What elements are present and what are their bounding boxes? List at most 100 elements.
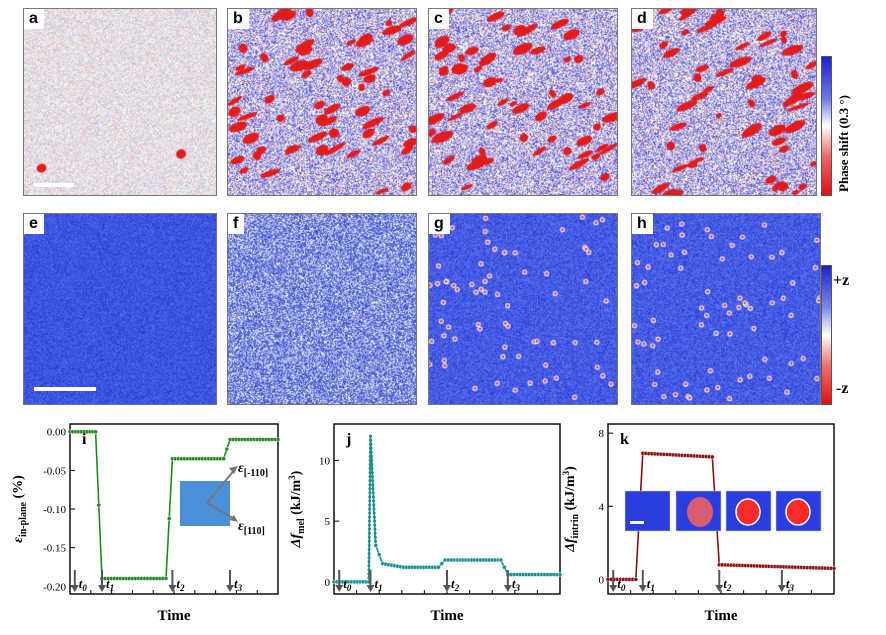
data-point [368,479,372,483]
data-point [463,557,468,563]
data-point [215,456,220,461]
data-point [96,502,102,508]
data-point [133,576,138,581]
data-point [84,429,90,434]
data-point [367,523,371,527]
data-point [752,563,757,569]
data-point [551,572,557,577]
data-point [495,557,501,563]
data-point [145,576,150,581]
data-point [111,576,117,581]
data-point [368,454,372,458]
data-point [371,483,375,487]
data-point [498,557,504,563]
data-point [439,561,444,566]
data-point [191,456,196,461]
data-point [368,515,372,519]
data-point [374,543,378,547]
data-point [373,527,377,531]
data-point [673,452,679,458]
data-point [67,429,73,434]
data-point [605,577,611,582]
y-tick-label: 4 [599,501,605,513]
data-point [508,572,514,577]
panel-label-k: k [620,431,629,448]
data-point [511,572,517,577]
data-point [367,535,371,539]
data-point [808,565,813,570]
data-point [254,437,260,442]
data-point [102,576,108,581]
data-point [710,454,715,460]
data-point [163,576,169,581]
data-point [357,579,363,585]
data-point [633,577,639,582]
data-point [533,572,538,577]
data-point [130,576,135,581]
data-point [367,543,371,547]
data-point [368,467,372,471]
data-point [380,561,385,566]
data-point [410,565,415,570]
data-point [717,562,722,567]
data-point [209,456,214,461]
z-colorbar-bottom-label: -z [836,380,849,397]
data-point [352,579,357,585]
data-point [367,552,371,556]
time-marker-label: t0 [617,576,626,593]
data-point [737,563,742,568]
y-tick-label: 5 [325,516,331,528]
data-point [227,437,233,442]
phase-colorbar [821,56,832,196]
data-point [368,487,372,491]
data-point [148,576,153,581]
time-arrow-head [335,585,344,592]
data-point [367,572,371,576]
data-point [637,514,642,519]
data-point [370,458,374,462]
data-point [418,565,424,570]
data-point [374,539,378,543]
data-point [372,507,376,511]
data-point [799,565,804,570]
strain-label-110-minus: ε[-110] [238,461,268,479]
data-point [611,577,617,582]
y-tick-label: 10 [319,455,331,467]
data-point [372,503,376,507]
data-point [182,456,187,461]
data-point [436,565,441,570]
data-point [772,564,778,569]
data-point [367,560,371,564]
sim-map-h: h [631,213,821,405]
data-point [170,456,175,461]
time-arrow-head [638,585,647,592]
data-point [221,456,226,461]
y-tick-label: -0.05 [43,465,66,477]
data-point [640,451,645,456]
data-point [412,565,418,570]
data-point [127,576,132,581]
data-point [685,453,691,458]
sim-map-g-image [429,214,617,404]
chart-k: 0 4 8 t0 t1 t2 t3 k Time Δfintrin (kJ/m3) [561,423,837,624]
data-point [380,561,385,566]
data-point [176,456,181,461]
data-point [772,564,778,569]
data-point [76,429,81,434]
data-point [368,450,372,454]
data-point [448,557,454,563]
data-point [401,565,406,570]
panel-label-j: j [345,431,351,448]
data-point [766,564,772,569]
data-point [79,429,84,434]
panel-label-f: f [228,214,245,234]
data-point [173,456,178,461]
data-point [517,572,523,577]
data-point [368,511,372,515]
data-point [368,495,372,499]
data-point [822,565,828,571]
y-tick-label: -0.10 [43,504,66,516]
data-point [392,563,397,568]
data-point [371,479,375,483]
data-point [367,531,371,535]
